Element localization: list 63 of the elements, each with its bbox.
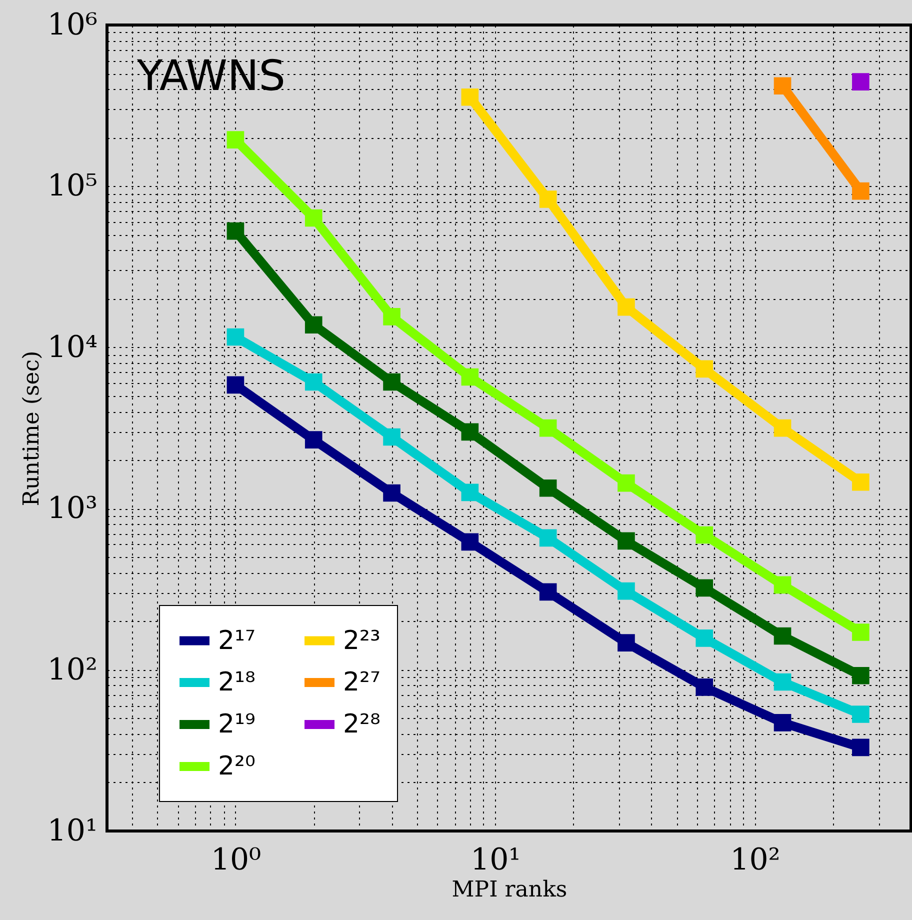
point — [696, 630, 714, 647]
point — [618, 634, 635, 652]
point — [696, 678, 714, 696]
point — [618, 298, 635, 316]
x-tick-label: 10⁰ — [210, 842, 262, 878]
x-axis-title: MPI ranks — [452, 878, 568, 902]
point — [539, 583, 557, 601]
point — [852, 73, 870, 91]
point — [774, 576, 792, 594]
legend-label: 2¹⁹ — [218, 710, 256, 740]
legend-label: 2²⁰ — [218, 752, 256, 782]
point — [618, 532, 635, 550]
point — [461, 533, 479, 551]
point — [539, 419, 557, 437]
point — [852, 706, 870, 723]
point — [383, 373, 400, 391]
point — [696, 579, 714, 597]
point — [852, 473, 870, 491]
point — [852, 738, 870, 756]
point — [774, 714, 792, 732]
legend-label: 2¹⁷ — [218, 626, 256, 656]
point — [618, 582, 635, 600]
legend-label: 2¹⁸ — [218, 668, 256, 698]
point — [304, 209, 322, 227]
y-tick-label: 10¹ — [47, 814, 98, 848]
y-tick-label: 10⁵ — [47, 168, 98, 204]
legend-label: 2²⁷ — [343, 668, 380, 698]
x-tick-label: 10¹ — [470, 842, 521, 878]
y-axis-title: Runtime (sec) — [19, 350, 44, 506]
point — [618, 474, 635, 492]
point — [226, 376, 244, 394]
point — [226, 131, 244, 148]
point — [539, 479, 557, 497]
x-tick-label: 10² — [730, 842, 780, 878]
y-tick-label: 10² — [47, 652, 98, 688]
point — [304, 316, 322, 334]
point — [696, 526, 714, 544]
point — [852, 624, 870, 641]
point — [226, 328, 244, 346]
y-tick-label: 10⁶ — [47, 8, 98, 42]
point — [461, 88, 479, 106]
point — [304, 431, 322, 449]
point — [461, 423, 479, 441]
legend-label: 2²³ — [343, 626, 380, 656]
point — [852, 182, 870, 200]
point — [461, 368, 479, 386]
point — [304, 373, 322, 391]
point — [696, 360, 714, 378]
point — [383, 484, 400, 502]
point — [774, 673, 792, 691]
y-tick-label: 10³ — [47, 491, 98, 526]
point — [774, 627, 792, 645]
point — [774, 419, 792, 437]
point — [539, 529, 557, 547]
y-tick-label: 10⁴ — [47, 330, 98, 365]
point — [383, 308, 400, 326]
point — [226, 222, 244, 240]
legend-label: 2²⁸ — [343, 710, 380, 740]
point — [852, 666, 870, 684]
point — [461, 484, 479, 502]
point — [383, 428, 400, 446]
point — [539, 190, 557, 208]
point — [774, 77, 792, 95]
